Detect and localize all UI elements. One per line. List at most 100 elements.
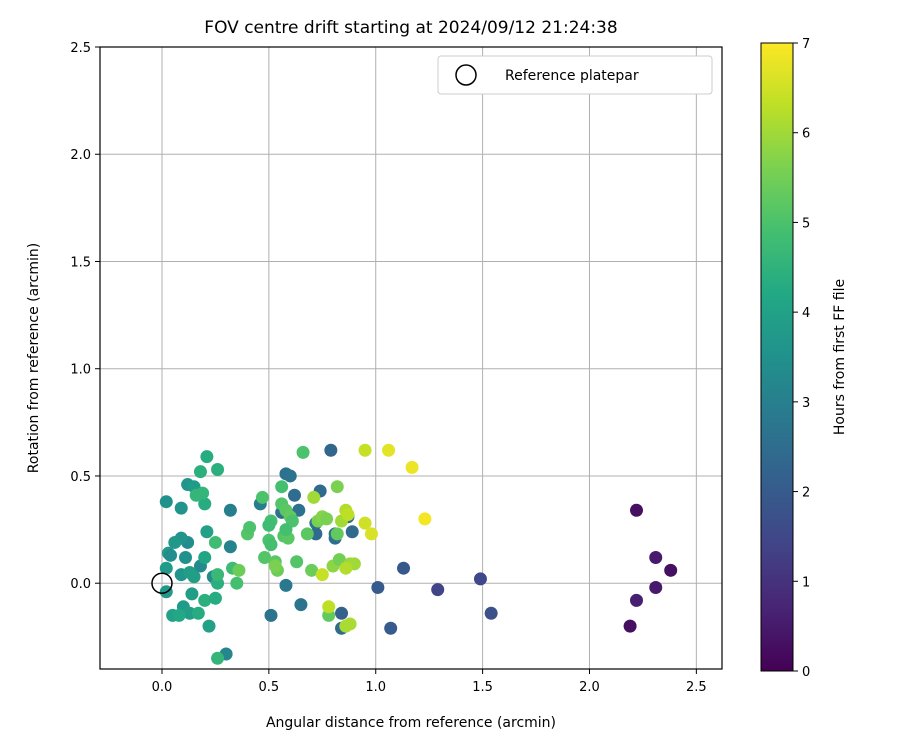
x-tick-label: 2.0 <box>579 680 600 695</box>
scatter-point <box>208 535 222 549</box>
scatter-point <box>172 608 186 622</box>
y-tick-label: 2.5 <box>70 41 91 56</box>
scatter-point <box>630 593 644 607</box>
scatter-point <box>202 619 216 633</box>
scatter-point <box>159 561 173 575</box>
colorbar-tick-label: 2 <box>802 486 810 501</box>
scatter-point <box>305 563 319 577</box>
scatter-point <box>268 559 282 573</box>
scatter-point <box>211 463 225 477</box>
scatter-point <box>300 527 314 541</box>
scatter-point <box>193 465 207 479</box>
legend-entry: Reference platepar <box>505 68 639 84</box>
scatter-point <box>473 572 487 586</box>
scatter-point <box>371 580 385 594</box>
scatter-point <box>223 540 237 554</box>
scatter-point <box>178 550 192 564</box>
x-tick-label: 1.5 <box>472 680 493 695</box>
scatter-point <box>341 508 355 522</box>
scatter-point <box>283 469 297 483</box>
y-tick-label: 2.0 <box>70 148 91 163</box>
scatter-point <box>418 512 432 526</box>
colorbar: 0 1 2 3 4 5 6 7 Hours from first FF file <box>760 37 848 680</box>
colorbar-ticks: 0 1 2 3 4 5 6 7 <box>793 37 810 680</box>
x-axis-label: Angular distance from reference (arcmin) <box>266 715 556 731</box>
scatter-point <box>290 555 304 569</box>
scatter-point <box>358 516 372 530</box>
scatter-point <box>164 548 178 562</box>
scatter-point <box>431 583 445 597</box>
scatter-point <box>330 527 344 541</box>
scatter-point <box>211 568 225 582</box>
y-tick-label: 0.5 <box>70 470 91 485</box>
x-axis-ticks: 0.0 0.5 1.0 1.5 2.0 2.5 <box>152 669 707 695</box>
scatter-point <box>258 550 272 564</box>
colorbar-tick-label: 4 <box>802 306 810 321</box>
scatter-point <box>187 570 201 584</box>
scatter-point <box>185 587 199 601</box>
scatter-point <box>288 488 302 502</box>
scatter-point <box>358 443 372 457</box>
scatter-point <box>279 523 293 537</box>
y-tick-label: 1.0 <box>70 363 91 378</box>
scatter-point <box>230 576 244 590</box>
scatter-point <box>296 445 310 459</box>
scatter-point <box>232 563 246 577</box>
scatter-point <box>397 561 411 575</box>
x-tick-label: 2.5 <box>686 680 707 695</box>
scatter-point <box>324 443 338 457</box>
reference-platepar-marker <box>151 572 173 594</box>
scatter-point <box>384 621 398 635</box>
colorbar-tick-label: 7 <box>802 37 810 52</box>
y-axis-label: Rotation from reference (arcmin) <box>26 243 42 473</box>
scatter-point <box>196 486 210 500</box>
scatter-points <box>159 443 678 665</box>
y-tick-label: 1.5 <box>70 255 91 270</box>
x-tick-label: 0.5 <box>259 680 280 695</box>
scatter-point <box>198 497 212 511</box>
colorbar-tick-label: 1 <box>802 575 810 590</box>
chart-title: FOV centre drift starting at 2024/09/12 … <box>204 18 617 38</box>
scatter-point <box>279 578 293 592</box>
scatter-point <box>200 450 214 464</box>
scatter-point <box>322 600 336 614</box>
scatter-point <box>649 580 663 594</box>
scatter-point <box>200 525 214 539</box>
scatter-point <box>382 443 396 457</box>
scatter-point <box>343 617 357 631</box>
colorbar-label: Hours from first FF file <box>832 279 848 435</box>
scatter-point <box>168 535 182 549</box>
scatter-point <box>307 490 321 504</box>
scatter-point <box>630 503 644 517</box>
colorbar-tick-label: 0 <box>802 665 810 680</box>
plot-frame <box>99 46 723 670</box>
scatter-point <box>208 591 222 605</box>
scatter-point <box>405 460 419 474</box>
scatter-point <box>664 563 678 577</box>
scatter-point <box>198 550 212 564</box>
scatter-point <box>330 480 344 494</box>
scatter-point <box>315 568 329 582</box>
scatter-point <box>484 606 498 620</box>
scatter-point <box>649 550 663 564</box>
colorbar-tick-label: 5 <box>802 216 810 231</box>
x-tick-label: 1.0 <box>365 680 386 695</box>
scatter-point <box>255 490 269 504</box>
scatter-point <box>211 651 225 665</box>
scatter-point <box>294 598 308 612</box>
scatter-point <box>264 538 278 552</box>
scatter-point <box>264 608 278 622</box>
legend-box <box>437 55 713 95</box>
scatter-point <box>223 503 237 517</box>
y-axis-ticks: 0.0 0.5 1.0 1.5 2.0 2.5 <box>70 41 100 592</box>
scatter-point <box>275 480 289 494</box>
scatter-point <box>364 527 378 541</box>
scatter-point <box>159 495 173 509</box>
colorbar-gradient <box>760 42 794 672</box>
scatter-point <box>320 512 334 526</box>
legend: Reference platepar <box>437 55 713 95</box>
scatter-point <box>339 561 353 575</box>
scatter-point <box>623 619 637 633</box>
colorbar-tick-label: 3 <box>802 396 810 411</box>
